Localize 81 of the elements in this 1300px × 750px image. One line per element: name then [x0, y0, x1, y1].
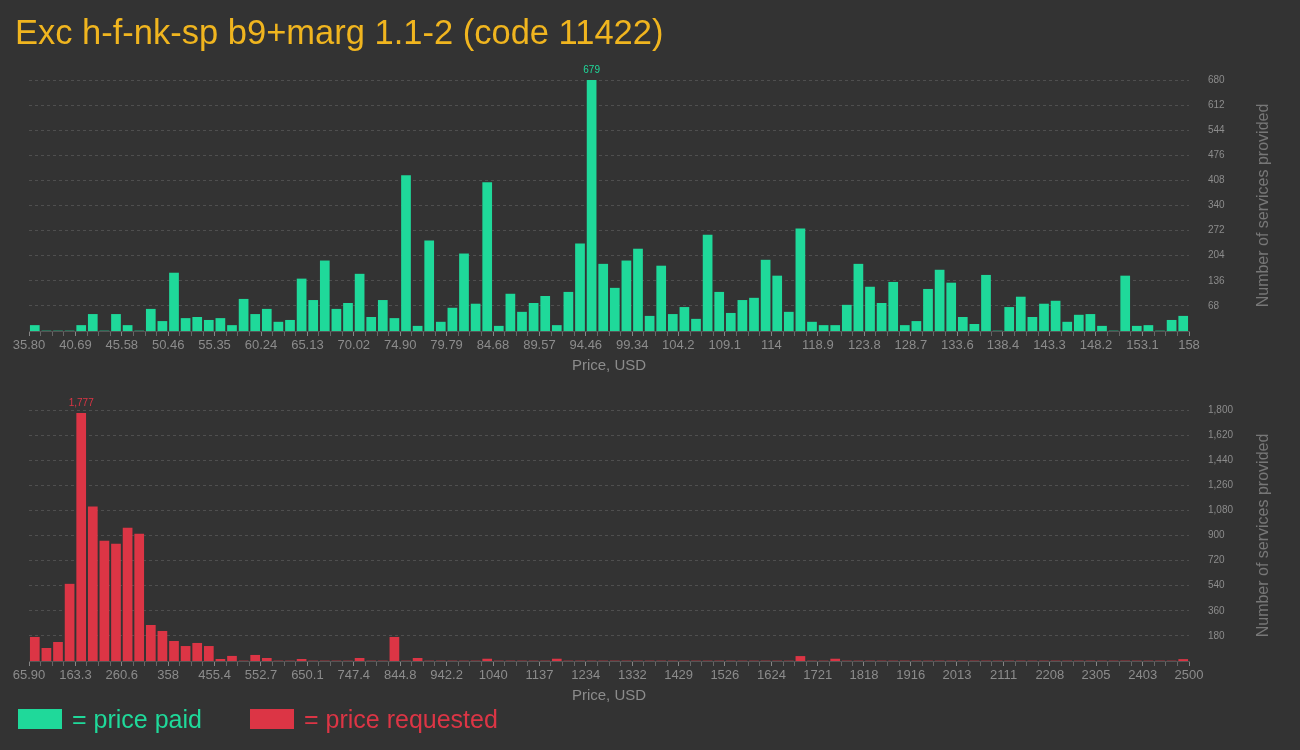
y-tick-label: 340	[1208, 199, 1226, 211]
x-tick-label: 143.3	[1033, 337, 1066, 353]
y-tick-label: 204	[1208, 249, 1226, 261]
x-tick-label: 844.8	[383, 667, 417, 683]
x-tick-label: 747.4	[337, 667, 371, 683]
x-tick-label: 65.90	[12, 667, 46, 683]
y-tick-label: 272	[1208, 224, 1226, 236]
x-tick-label: 1526	[710, 667, 740, 683]
x-tick-label: 1234	[571, 667, 601, 683]
x-tick-label: 455.4	[198, 667, 231, 683]
x-tick-label: 1429	[664, 667, 694, 683]
x-tick-label: 114	[760, 337, 782, 353]
x-tick-label: 163.3	[59, 667, 92, 683]
x-tick-label: 89.57	[523, 337, 556, 353]
y-axis-title: Number of services provided	[1254, 103, 1272, 308]
x-tick-label: 50.46	[151, 337, 185, 353]
x-tick-label: 1040	[478, 667, 508, 683]
x-tick-label: 2111	[990, 667, 1018, 683]
y-tick-label: 720	[1208, 554, 1226, 566]
x-axis-title: Price, USD	[571, 356, 647, 374]
x-tick-label: 40.69	[59, 337, 92, 353]
x-tick-label: 2208	[1035, 667, 1065, 683]
x-tick-label: 1721	[803, 667, 833, 683]
x-tick-label: 1916	[896, 667, 926, 683]
legend-label: = price paid	[72, 704, 202, 734]
x-tick-label: 70.02	[337, 337, 371, 353]
legend-label: = price requested	[304, 704, 498, 734]
x-tick-label: 1137	[525, 667, 554, 683]
x-tick-label: 2500	[1174, 667, 1204, 683]
x-tick-label: 260.6	[105, 667, 139, 683]
x-tick-label: 65.13	[291, 337, 324, 353]
x-tick-label: 109.1	[708, 337, 742, 353]
y-tick-label: 1,440	[1208, 453, 1234, 465]
x-tick-label: 118.9	[802, 337, 834, 353]
y-tick-label: 180	[1208, 629, 1226, 641]
y-tick-label: 900	[1208, 529, 1226, 541]
x-tick-label: 128.7	[894, 337, 928, 353]
x-tick-label: 2403	[1128, 667, 1158, 683]
x-tick-label: 1818	[849, 667, 879, 683]
x-axis-title: Price, USD	[571, 686, 647, 704]
y-tick-label: 1,260	[1208, 479, 1234, 491]
x-tick-label: 358	[157, 667, 180, 683]
x-tick-label: 45.58	[105, 337, 139, 353]
x-tick-label: 153.1	[1126, 337, 1159, 353]
x-tick-label: 1332	[617, 667, 647, 683]
y-tick-label: 1,800	[1208, 403, 1234, 415]
y-tick-label: 1,620	[1208, 428, 1234, 440]
data-label: 679	[583, 64, 601, 76]
y-tick-label: 680	[1208, 73, 1226, 85]
y-tick-label: 544	[1208, 123, 1226, 135]
x-tick-label: 104.2	[662, 337, 695, 353]
x-tick-label: 99.34	[615, 337, 649, 353]
y-tick-label: 136	[1208, 274, 1226, 286]
y-tick-label: 1,080	[1208, 504, 1234, 516]
x-tick-label: 74.90	[383, 337, 417, 353]
x-tick-label: 2013	[942, 667, 972, 683]
x-tick-label: 138.4	[986, 337, 1020, 353]
x-tick-label: 35.80	[12, 337, 46, 353]
x-tick-label: 84.68	[476, 337, 510, 353]
y-tick-label: 68	[1208, 299, 1220, 311]
x-tick-label: 60.24	[244, 337, 278, 353]
x-tick-label: 1624	[757, 667, 786, 683]
y-tick-label: 540	[1208, 579, 1226, 591]
x-tick-label: 2305	[1081, 667, 1111, 683]
x-tick-label: 55.35	[198, 337, 231, 353]
x-tick-label: 650.1	[291, 667, 324, 683]
x-tick-label: 79.79	[430, 337, 463, 353]
x-tick-label: 942.2	[430, 667, 463, 683]
y-tick-label: 476	[1208, 149, 1226, 161]
chart-title: Exc h-f-nk-sp b9+marg 1.1-2 (code 11422)	[15, 12, 664, 52]
x-tick-label: 148.2	[1079, 337, 1113, 353]
y-tick-label: 612	[1208, 98, 1226, 110]
y-axis-title: Number of services provided	[1254, 433, 1272, 638]
y-tick-label: 360	[1208, 604, 1226, 616]
data-label: 1,777	[68, 396, 95, 408]
x-tick-label: 552.7	[244, 667, 278, 683]
x-tick-label: 158	[1178, 337, 1200, 353]
x-tick-label: 133.6	[941, 337, 974, 353]
x-tick-label: 123.8	[848, 337, 881, 353]
y-tick-label: 408	[1208, 174, 1226, 186]
x-tick-label: 94.46	[569, 337, 603, 353]
